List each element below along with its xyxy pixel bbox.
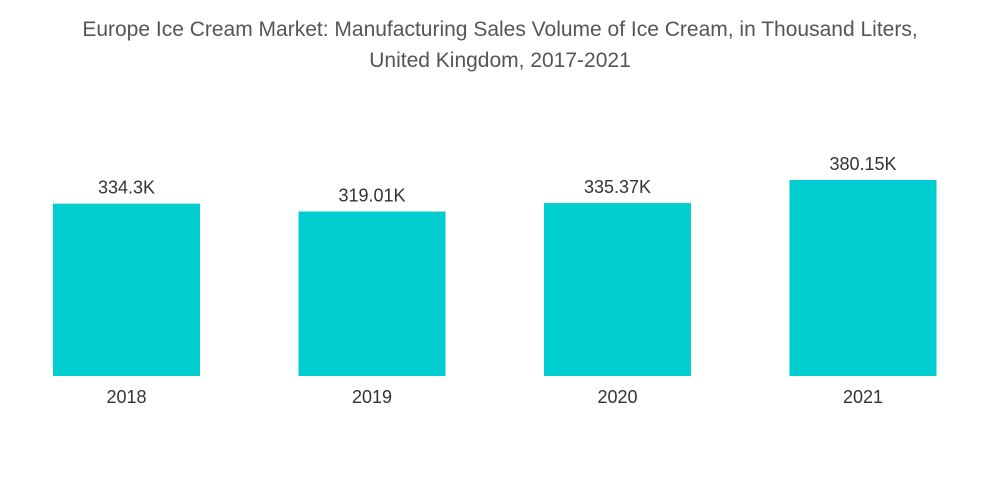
x-tick-label-2021: 2021 (843, 387, 883, 407)
bar-2020 (544, 203, 691, 376)
x-tick-label-2020: 2020 (597, 387, 637, 407)
value-label-2020: 335.37K (584, 177, 651, 197)
value-label-2019: 319.01K (338, 186, 405, 206)
x-tick-label-2018: 2018 (106, 387, 146, 407)
value-label-2021: 380.15K (829, 154, 896, 174)
value-label-2018: 334.3K (98, 178, 155, 198)
chart-title: Europe Ice Cream Market: Manufacturing S… (0, 14, 1000, 76)
bar-2018 (53, 203, 200, 376)
x-tick-label-2019: 2019 (352, 387, 392, 407)
bar-2021 (789, 180, 937, 376)
bar-2019 (298, 211, 446, 376)
chart-title-line-1: Europe Ice Cream Market: Manufacturing S… (82, 18, 918, 41)
chart-title-line-2: United Kingdom, 2017-2021 (369, 49, 631, 72)
